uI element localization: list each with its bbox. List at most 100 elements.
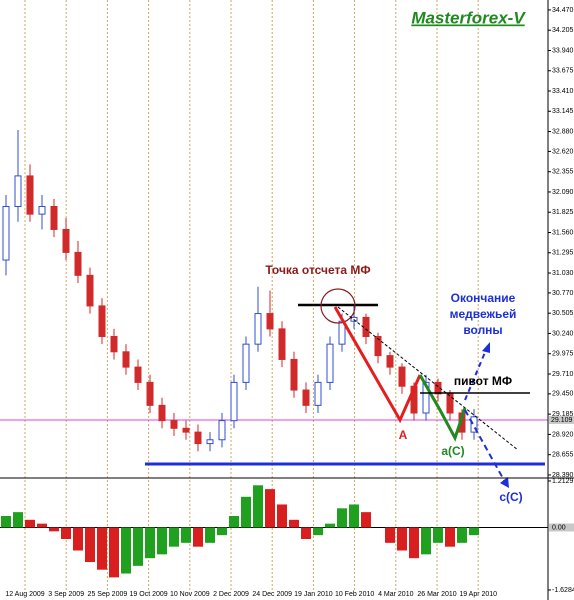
candle-body bbox=[206, 439, 214, 445]
candle-body bbox=[254, 313, 262, 345]
histogram-bar bbox=[421, 527, 431, 555]
y-tick-label: 34.470 bbox=[552, 7, 574, 14]
y-tick-label: 31.560 bbox=[552, 229, 574, 236]
candle-body bbox=[38, 205, 46, 215]
candle-body bbox=[26, 175, 34, 215]
annotation: Окончание bbox=[451, 291, 516, 305]
wave-a bbox=[333, 306, 422, 424]
candle-body bbox=[446, 393, 454, 414]
zero-box bbox=[549, 523, 574, 532]
candle-body bbox=[74, 251, 82, 276]
histogram-bar bbox=[361, 512, 371, 528]
histogram-bar bbox=[181, 527, 191, 543]
y-tick-label: 33.410 bbox=[552, 88, 574, 95]
candle-body bbox=[398, 366, 406, 387]
candle-body bbox=[374, 336, 382, 357]
annotation: Точка отсчета МФ bbox=[265, 263, 370, 277]
y-tick-label: 32.355 bbox=[552, 169, 574, 176]
candle-body bbox=[158, 404, 166, 422]
y-tick-label: 31.295 bbox=[552, 250, 574, 257]
x-tick-label: 26 Mar 2010 bbox=[417, 591, 456, 598]
histogram-bar bbox=[109, 527, 119, 578]
candle-body bbox=[386, 355, 394, 368]
y-tick-label: 33.940 bbox=[552, 47, 574, 54]
y-tick-label: 33.145 bbox=[552, 108, 574, 115]
histogram-bar bbox=[169, 527, 179, 547]
y-tick-label: 31.030 bbox=[552, 270, 574, 277]
candle-body bbox=[146, 381, 154, 406]
alt-arrow bbox=[464, 349, 487, 401]
candle-body bbox=[422, 381, 430, 414]
y-tick-label: 29.975 bbox=[552, 351, 574, 358]
y-tick-label: 31.825 bbox=[552, 209, 574, 216]
annotation: медвежьей bbox=[450, 307, 517, 321]
histogram-bar bbox=[313, 527, 323, 536]
price-box bbox=[549, 415, 574, 424]
y-tick-label: 0.00 bbox=[552, 524, 566, 531]
histogram-bar bbox=[409, 527, 419, 559]
histogram-bar bbox=[97, 527, 107, 570]
y-tick-label: 33.675 bbox=[552, 68, 574, 75]
annotation: волны bbox=[463, 323, 502, 337]
histogram-bar bbox=[337, 508, 347, 528]
x-tick-label: 4 Mar 2010 bbox=[378, 591, 414, 598]
y-tick-label: 29.450 bbox=[552, 391, 574, 398]
annotation: a(C) bbox=[441, 444, 464, 458]
histogram-bar bbox=[205, 527, 215, 543]
y-tick-label: 28.390 bbox=[552, 472, 574, 479]
histogram-bar bbox=[265, 489, 275, 528]
candle-body bbox=[230, 381, 238, 422]
arrow-head bbox=[500, 477, 509, 488]
arrow-head bbox=[482, 342, 490, 353]
candle-body bbox=[290, 358, 298, 391]
x-tick-label: 19 Jan 2010 bbox=[294, 591, 333, 598]
histogram-bar bbox=[217, 527, 227, 536]
x-tick-label: 19 Oct 2009 bbox=[130, 591, 168, 598]
candle-body bbox=[134, 366, 142, 383]
candle-body bbox=[14, 175, 22, 207]
candle-body bbox=[122, 351, 130, 368]
histogram-bar bbox=[61, 527, 71, 539]
histogram-bar bbox=[37, 523, 47, 528]
histogram-bar bbox=[433, 527, 443, 543]
y-tick-label: -1.6284 bbox=[552, 587, 574, 594]
y-tick-label: 1.2129 bbox=[552, 478, 574, 485]
y-tick-label: 28.920 bbox=[552, 431, 574, 438]
histogram-bar bbox=[1, 515, 11, 528]
histogram-bar bbox=[13, 512, 23, 528]
candle-body bbox=[242, 343, 250, 383]
y-tick-label: 32.090 bbox=[552, 189, 574, 196]
candle-body bbox=[50, 205, 58, 230]
x-tick-label: 10 Nov 2009 bbox=[170, 591, 210, 598]
y-tick-label: 30.240 bbox=[552, 330, 574, 337]
candle-body bbox=[62, 228, 70, 253]
candle-body bbox=[302, 389, 310, 406]
histogram-bar bbox=[325, 523, 335, 528]
candle-body bbox=[98, 305, 106, 338]
chart-title: Masterforex-V bbox=[411, 8, 526, 27]
plot bbox=[0, 130, 548, 578]
x-tick-label: 12 Aug 2009 bbox=[5, 591, 44, 598]
histogram-bar bbox=[85, 527, 95, 563]
x-tick-label: 3 Sep 2009 bbox=[48, 591, 84, 598]
candle-body bbox=[434, 381, 442, 395]
histogram-bar bbox=[229, 515, 239, 528]
y-tick-label: 29.185 bbox=[552, 411, 574, 418]
histogram-bar bbox=[121, 527, 131, 574]
histogram-bar bbox=[349, 504, 359, 528]
candle-body bbox=[278, 328, 286, 360]
histogram-bar bbox=[385, 527, 395, 543]
histogram-bar bbox=[277, 504, 287, 528]
x-tick-label: 2 Dec 2009 bbox=[213, 591, 249, 598]
histogram-bar bbox=[193, 527, 203, 547]
trend-line bbox=[337, 306, 519, 451]
reference-circle bbox=[320, 288, 356, 324]
current-price-label: 29.109 bbox=[551, 417, 573, 424]
candle-body bbox=[218, 420, 226, 441]
y-tick-label: 32.880 bbox=[552, 128, 574, 135]
candle-body bbox=[266, 313, 274, 330]
histogram-bar bbox=[157, 527, 167, 555]
histogram-bar bbox=[289, 519, 299, 528]
